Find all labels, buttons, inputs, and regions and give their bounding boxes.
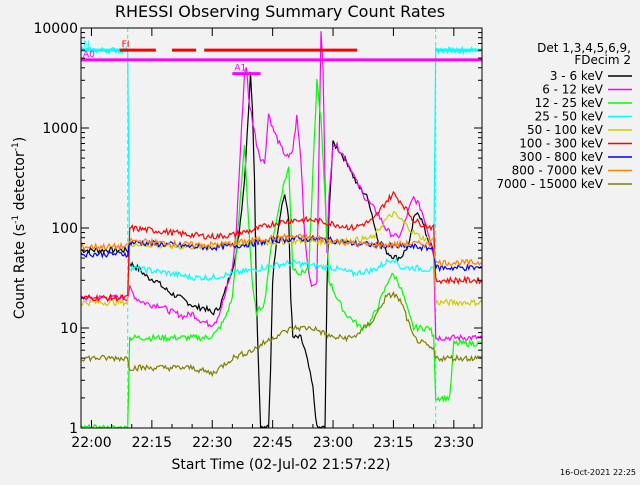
legend-entry-3: 25 - 50 keV [535,110,604,124]
x-tick-label-1: 22:15 [132,435,172,451]
y-tick-label-4: 10000 [33,21,78,37]
series-line-8 [81,290,482,378]
y-axis-label: Count Rate (s-1 detector-1) [11,137,28,319]
date-stamp: 16-Oct-2021 22:25 [560,468,636,477]
y-tick-label-3: 1000 [42,121,78,137]
x-tick-label-0: 22:00 [71,435,111,451]
x-tick-label-5: 23:15 [373,435,413,451]
legend-header-line-1: Det 1,3,4,5,6,9, [537,41,631,55]
flag-label-N: N [83,40,90,50]
legend-entry-1: 6 - 12 keV [542,83,604,97]
series-line-5 [81,190,482,303]
flag-label-A0: A0 [83,50,95,60]
legend-entry-5: 100 - 300 keV [519,137,603,151]
y-tick-label-0: 1 [69,421,78,437]
flag-lines [127,28,437,428]
x-tick-label-3: 22:45 [252,435,292,451]
flag-label-FI: FI [122,40,130,50]
x-tick-label-2: 22:30 [192,435,232,451]
series-line-1 [81,31,482,342]
legend-entry-0: 3 - 6 keV [550,69,604,83]
series-line-7 [81,233,482,267]
x-axis: 22:00 22:15 22:30 22:45 23:00 23:15 23:30 [71,28,475,451]
legend-entry-7: 800 - 7000 keV [512,164,604,178]
legend-entry-6: 300 - 800 keV [519,150,603,164]
x-axis-label: Start Time (02-Jul-02 21:57:22) [171,457,390,473]
series-line-0 [81,71,435,428]
series-line-4 [81,211,482,308]
x-tick-label-6: 23:30 [434,435,474,451]
series-line-2 [81,78,482,428]
series-layer [81,31,482,428]
legend-entry-8: 7000 - 15000 keV [496,177,603,191]
x-tick-label-4: 23:00 [313,435,353,451]
y-tick-label-2: 100 [51,221,78,237]
legend-entry-4: 50 - 100 keV [527,123,604,137]
y-axis: 1 10 100 1000 10000 [33,21,482,437]
legend-header-line-2: FDecim 2 [574,53,631,67]
y-tick-label-1: 10 [60,321,78,337]
chart-title: RHESSI Observing Summary Count Rates [115,2,445,21]
legend-entry-2: 12 - 25 keV [535,96,604,110]
series-line-3 [81,45,482,282]
flags-layer: N FI A1 A0 [81,40,482,76]
flag-label-A1: A1 [234,64,246,74]
